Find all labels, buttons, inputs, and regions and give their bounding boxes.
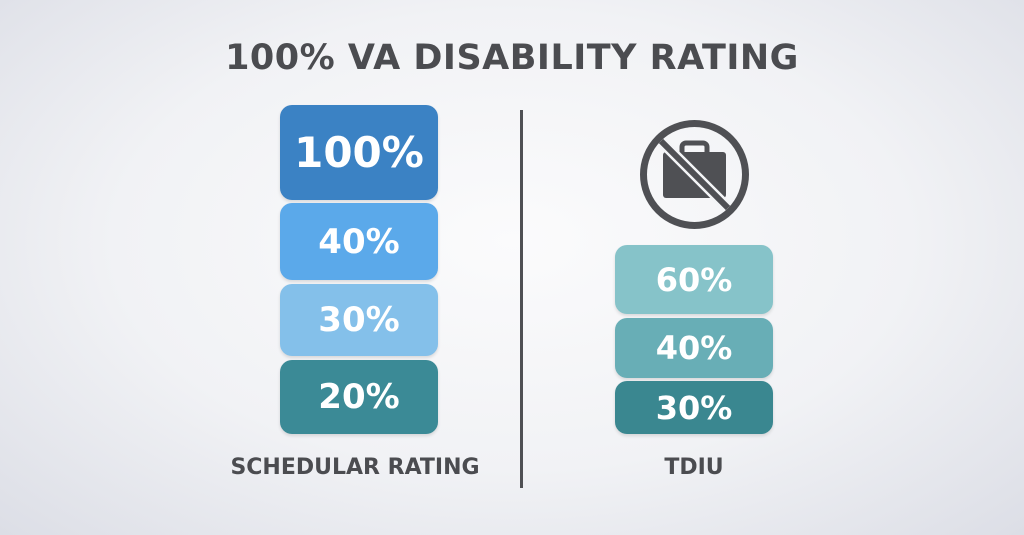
- schedular-label: SCHEDULAR RATING: [230, 455, 480, 480]
- tdiu-label: TDIU: [664, 455, 724, 480]
- no-work-briefcase-icon: [640, 120, 749, 229]
- schedular-block-20: 20%: [280, 360, 438, 434]
- schedular-block-40: 40%: [280, 203, 438, 280]
- tdiu-block-40: 40%: [615, 318, 773, 378]
- schedular-block-100: 100%: [280, 105, 438, 200]
- page-title: 100% VA DISABILITY RATING: [225, 38, 799, 78]
- tdiu-block-30: 30%: [615, 381, 773, 434]
- schedular-block-30: 30%: [280, 284, 438, 356]
- divider: [520, 110, 523, 488]
- tdiu-block-60: 60%: [615, 245, 773, 314]
